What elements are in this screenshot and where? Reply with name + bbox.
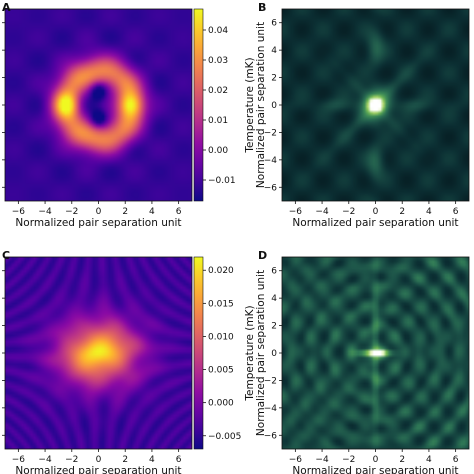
y-tick-label: −6 <box>264 431 278 441</box>
x-tick-label: −6 <box>289 207 303 217</box>
x-tick-label: −4 <box>38 455 52 465</box>
y-tick-label: 6 <box>271 19 277 29</box>
y-axis-label: Normalized pair separation unit <box>255 22 267 188</box>
y-tick-label: 4 <box>271 294 277 304</box>
x-tick-label: −2 <box>65 455 78 465</box>
x-tick-label: 2 <box>399 455 405 465</box>
x-tick-label: −2 <box>65 207 78 217</box>
x-tick-label: 2 <box>122 455 128 465</box>
colorbar <box>193 256 204 450</box>
y-tick-label: −2 <box>264 128 277 138</box>
y-tick-label: 4 <box>271 46 277 56</box>
y-tick-label: −6 <box>264 183 278 193</box>
x-tick-label: 2 <box>399 207 405 217</box>
panel-label: B <box>258 1 266 14</box>
colorbar-tick-label: 0.02 <box>208 86 228 96</box>
x-tick-label: 6 <box>176 207 182 217</box>
x-tick-label: −6 <box>12 207 26 217</box>
colorbar-label: Temperature (mK) <box>244 305 256 401</box>
x-tick-label: 0 <box>373 455 379 465</box>
y-tick-label: 0 <box>271 101 277 111</box>
x-tick-label: 4 <box>426 207 432 217</box>
heatmap-image-d <box>282 257 469 449</box>
x-axis-label: Normalized pair separation unit <box>15 217 181 229</box>
x-tick-label: 0 <box>96 207 102 217</box>
x-tick-label: 2 <box>122 207 128 217</box>
y-tick-label: 2 <box>271 74 277 84</box>
colorbar-tick-label: 0.00 <box>208 146 228 156</box>
panel-label: A <box>2 1 11 14</box>
heatmap-image-c <box>5 257 192 449</box>
y-tick-label: −4 <box>264 404 278 414</box>
x-tick-label: −2 <box>342 455 355 465</box>
panel-label: C <box>2 249 10 262</box>
colorbar-tick-label: −0.005 <box>208 432 241 442</box>
x-tick-label: 0 <box>373 207 379 217</box>
y-tick-label: 6 <box>271 267 277 277</box>
colorbar-tick-label: 0.010 <box>208 332 234 342</box>
colorbar-tick-label: −0.01 <box>208 176 236 186</box>
colorbar <box>193 8 204 202</box>
colorbar-tick-label: 0.005 <box>208 366 234 376</box>
colorbar-tick-label: 0.015 <box>208 299 234 309</box>
x-tick-label: 4 <box>426 455 432 465</box>
y-axis-label: Normalized pair separation unit <box>255 270 267 436</box>
x-tick-label: 4 <box>149 455 155 465</box>
y-tick-label: 0 <box>271 349 277 359</box>
colorbar-tick-label: 0.000 <box>208 399 234 409</box>
y-tick-label: −2 <box>264 376 277 386</box>
y-tick-label: 2 <box>271 322 277 332</box>
colorbar-tick-label: 0.020 <box>208 266 234 276</box>
panel-label: D <box>258 249 267 262</box>
x-tick-label: −6 <box>289 455 303 465</box>
colorbar-tick-label: 0.01 <box>208 116 228 126</box>
x-tick-label: −4 <box>38 207 52 217</box>
y-tick-label: −4 <box>264 156 278 166</box>
heatmap-image-b <box>282 9 469 201</box>
x-tick-label: −4 <box>315 207 329 217</box>
x-tick-label: 6 <box>453 455 459 465</box>
x-axis-label: Normalized pair separation unit <box>292 465 458 474</box>
x-tick-label: 4 <box>149 207 155 217</box>
colorbar-tick-label: 0.04 <box>208 26 228 36</box>
x-tick-label: 6 <box>176 455 182 465</box>
colorbar-tick-label: 0.03 <box>208 56 228 66</box>
x-tick-label: −2 <box>342 207 355 217</box>
x-axis-label: Normalized pair separation unit <box>292 217 458 229</box>
x-tick-label: 0 <box>96 455 102 465</box>
x-tick-label: 6 <box>453 207 459 217</box>
x-axis-label: Normalized pair separation unit <box>15 465 181 474</box>
heatmap-image-a <box>5 9 192 201</box>
x-tick-label: −6 <box>12 455 26 465</box>
x-tick-label: −4 <box>315 455 329 465</box>
colorbar-label: Temperature (mK) <box>244 57 256 153</box>
